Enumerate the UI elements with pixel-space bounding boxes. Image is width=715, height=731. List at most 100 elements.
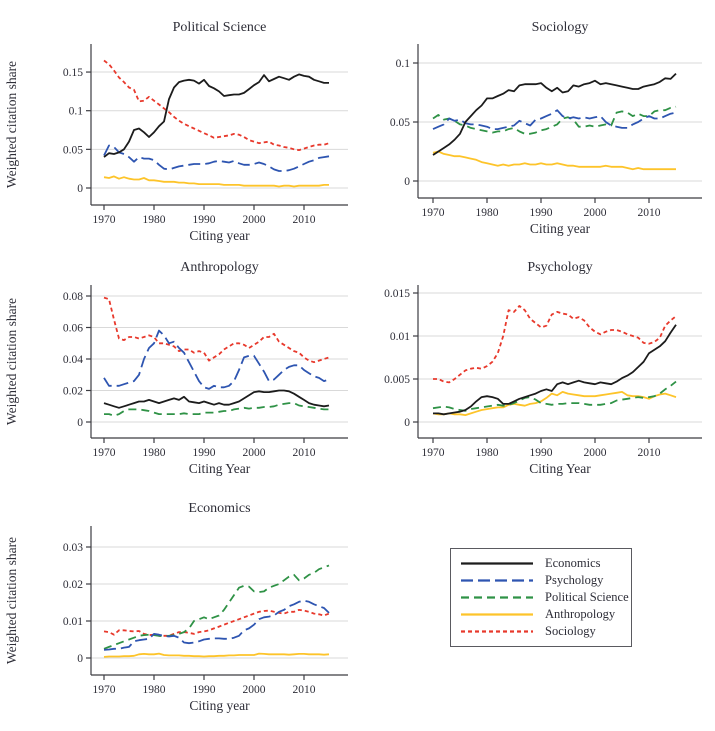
panel-anthropology: 0 0.02 0.04 0.06 0.08 1970 1980 1990 2000 2010 Ant… xyxy=(0,245,355,490)
svg-text:0.06: 0.06 xyxy=(63,323,83,335)
economics-chart: 0 0.01 0.02 0.03 1970 1980 1990 2000 2010 Economi… xyxy=(4,501,348,713)
svg-text:Weighted citation share: Weighted citation share xyxy=(4,298,19,425)
series-economics-line xyxy=(103,389,330,409)
svg-text:Anthropology: Anthropology xyxy=(180,260,259,275)
svg-text:1990: 1990 xyxy=(530,207,553,219)
svg-text:0.08: 0.08 xyxy=(63,291,83,303)
series-economics-line xyxy=(103,73,329,158)
svg-text:1990: 1990 xyxy=(193,214,216,226)
series-political_science-line xyxy=(432,105,677,135)
svg-text:1970: 1970 xyxy=(93,214,116,226)
legend-label-sociology: Sociology xyxy=(545,623,596,638)
svg-text:2000: 2000 xyxy=(584,207,607,219)
svg-text:1990: 1990 xyxy=(193,684,216,696)
anthropology-chart: 0 0.02 0.04 0.06 0.08 1970 1980 1990 2000 2010 Ant… xyxy=(4,260,348,476)
svg-text:0: 0 xyxy=(404,417,410,429)
svg-text:0: 0 xyxy=(404,176,410,188)
svg-text:Psychology: Psychology xyxy=(527,260,592,275)
series-anthropology-line xyxy=(432,150,676,171)
svg-text:Economics: Economics xyxy=(188,501,250,516)
svg-text:2010: 2010 xyxy=(293,684,316,696)
panel-sociology: 0 0.05 0.1 1970 1980 1990 2000 2010 Sociology Cit… xyxy=(355,0,715,245)
svg-text:Political Science: Political Science xyxy=(173,20,267,35)
series-economics-line xyxy=(433,324,677,416)
svg-text:2000: 2000 xyxy=(243,447,266,459)
svg-text:0: 0 xyxy=(77,653,83,665)
svg-text:1970: 1970 xyxy=(422,447,445,459)
series-sociology-line xyxy=(103,609,330,637)
series-psychology-line xyxy=(432,109,677,131)
svg-text:1980: 1980 xyxy=(143,684,166,696)
svg-text:0: 0 xyxy=(77,417,83,429)
svg-text:2000: 2000 xyxy=(584,447,607,459)
legend-label-economics: Economics xyxy=(545,556,601,571)
svg-text:1970: 1970 xyxy=(93,447,116,459)
legend-label-psychology: Psychology xyxy=(545,573,604,588)
series-political_science-line xyxy=(103,564,330,650)
legend-label-anthropology: Anthropology xyxy=(545,606,616,621)
legend: Economics Psychology Political Science A… xyxy=(450,548,632,647)
legend-item-political-science: Political Science xyxy=(461,589,631,606)
political-science-chart: 0 0.05 0.1 0.15 1970 1980 1990 2000 2010 Politica… xyxy=(4,20,348,243)
svg-text:Weighted citation share: Weighted citation share xyxy=(4,537,19,664)
svg-text:Weighted citation share: Weighted citation share xyxy=(4,61,19,188)
svg-text:0.02: 0.02 xyxy=(63,386,83,398)
svg-text:1980: 1980 xyxy=(143,447,166,459)
svg-text:0.005: 0.005 xyxy=(384,374,410,386)
svg-text:2010: 2010 xyxy=(293,214,316,226)
svg-text:0.02: 0.02 xyxy=(63,579,83,591)
psychology-line-swatch xyxy=(461,579,533,582)
series-psychology-line xyxy=(103,329,330,390)
series-economics-line xyxy=(432,72,677,156)
svg-text:0.1: 0.1 xyxy=(69,106,84,118)
svg-text:2010: 2010 xyxy=(638,447,661,459)
svg-text:1980: 1980 xyxy=(476,447,499,459)
sociology-line-swatch xyxy=(461,629,533,633)
series-anthropology-line xyxy=(432,390,677,417)
legend-item-anthropology: Anthropology xyxy=(461,606,631,623)
svg-text:2010: 2010 xyxy=(638,207,661,219)
legend-label-political-science: Political Science xyxy=(545,589,629,604)
svg-text:0.05: 0.05 xyxy=(63,144,83,156)
svg-text:1980: 1980 xyxy=(143,214,166,226)
svg-text:1990: 1990 xyxy=(193,447,216,459)
svg-text:0.05: 0.05 xyxy=(390,117,410,129)
panel-political-science: 0 0.05 0.1 0.15 1970 1980 1990 2000 2010 Politica… xyxy=(0,0,355,245)
series-political_science-line xyxy=(432,380,677,412)
svg-text:0.15: 0.15 xyxy=(63,67,83,79)
svg-text:1980: 1980 xyxy=(476,207,499,219)
svg-text:2010: 2010 xyxy=(293,447,316,459)
panel-psychology: 0 0.005 0.01 0.015 1970 1980 1990 2000 2010 Psych… xyxy=(355,245,715,490)
series-political_science-line xyxy=(104,402,329,417)
svg-text:Citing Year: Citing Year xyxy=(189,461,251,476)
svg-text:0.04: 0.04 xyxy=(63,354,83,366)
economics-line-swatch xyxy=(461,562,533,565)
svg-text:1990: 1990 xyxy=(530,447,553,459)
series-sociology-line xyxy=(433,305,677,384)
svg-text:Citing year: Citing year xyxy=(530,221,591,236)
svg-text:0.01: 0.01 xyxy=(390,331,410,343)
legend-item-psychology: Psychology xyxy=(461,572,631,589)
legend-item-economics: Economics xyxy=(461,556,631,573)
sociology-chart: 0 0.05 0.1 1970 1980 1990 2000 2010 Sociology Cit… xyxy=(390,20,702,236)
svg-text:Sociology: Sociology xyxy=(532,20,589,35)
panel-economics: 0 0.01 0.02 0.03 1970 1980 1990 2000 2010 Economi… xyxy=(0,490,355,731)
series-psychology-line xyxy=(103,144,330,172)
political-science-line-swatch xyxy=(461,596,533,599)
svg-text:2000: 2000 xyxy=(243,214,266,226)
svg-text:0.01: 0.01 xyxy=(63,616,83,628)
series-sociology-line xyxy=(103,296,330,364)
svg-text:Citing Year: Citing Year xyxy=(529,461,591,476)
svg-text:0: 0 xyxy=(77,183,83,195)
series-psychology-line xyxy=(103,599,330,651)
svg-text:0.03: 0.03 xyxy=(63,542,83,554)
svg-text:Citing year: Citing year xyxy=(189,698,250,713)
psychology-chart: 0 0.005 0.01 0.015 1970 1980 1990 2000 2010 Psych… xyxy=(384,260,702,476)
svg-text:1970: 1970 xyxy=(422,207,445,219)
svg-text:1970: 1970 xyxy=(93,684,116,696)
svg-text:0.1: 0.1 xyxy=(396,58,411,70)
svg-text:2000: 2000 xyxy=(243,684,266,696)
legend-item-sociology: Sociology xyxy=(461,623,631,640)
svg-text:0.015: 0.015 xyxy=(384,288,410,300)
